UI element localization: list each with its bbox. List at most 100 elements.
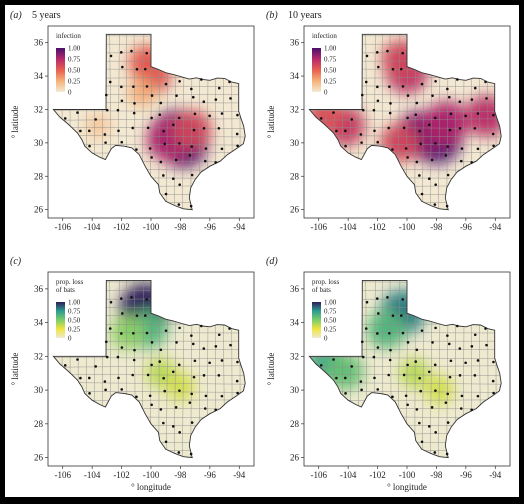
site-point	[420, 192, 424, 196]
site-point	[177, 451, 181, 454]
y-tick-label: 28	[290, 171, 300, 181]
legend-tick-label: 0.25	[68, 78, 81, 86]
site-point	[389, 348, 392, 352]
site-point	[192, 128, 196, 132]
y-tick-label: 32	[290, 104, 299, 114]
y-tick-label: 34	[34, 71, 44, 81]
panel-title: 5 years	[32, 10, 61, 21]
site-point	[189, 452, 193, 456]
site-point	[415, 160, 419, 164]
site-point	[420, 82, 424, 86]
site-point	[476, 394, 480, 398]
site-point	[87, 129, 91, 133]
x-tick-label: -104	[340, 470, 357, 480]
legend-tick-label: 0.50	[68, 317, 81, 325]
x-axis-label: ° longitude	[131, 482, 171, 492]
site-point	[178, 142, 181, 145]
site-point	[192, 375, 196, 379]
site-point	[406, 156, 409, 159]
site-point	[386, 296, 389, 299]
legend-tick-label: 1.00	[324, 45, 337, 53]
site-point	[208, 361, 211, 365]
site-point	[373, 129, 376, 133]
y-tick-label: 36	[34, 38, 44, 48]
site-point	[377, 65, 380, 69]
site-point	[344, 144, 347, 148]
site-point	[492, 144, 495, 148]
site-point	[335, 129, 338, 133]
site-point	[146, 126, 150, 130]
site-point	[148, 147, 152, 150]
site-point	[130, 296, 133, 299]
site-point	[434, 326, 437, 330]
site-point	[464, 114, 467, 118]
x-tick-label: -100	[399, 470, 416, 480]
site-point	[145, 51, 149, 55]
site-point	[217, 333, 221, 337]
legend-colorbar	[56, 48, 65, 92]
legend-tick-label: 0.75	[324, 308, 337, 316]
site-point	[208, 114, 211, 118]
site-point	[145, 85, 149, 88]
site-point	[148, 394, 152, 398]
site-point	[387, 373, 391, 377]
x-tick-label: -102	[113, 222, 130, 232]
site-point	[188, 401, 192, 404]
site-point	[214, 161, 217, 164]
site-point	[235, 379, 239, 383]
site-point	[447, 95, 451, 99]
site-point	[484, 80, 487, 84]
site-point	[376, 99, 380, 103]
site-points	[63, 296, 239, 456]
site-point	[177, 116, 181, 120]
site-point	[159, 348, 163, 352]
y-axis-label: ° latitude	[266, 106, 276, 139]
x-tick-label: -96	[204, 222, 216, 232]
site-point	[447, 342, 451, 346]
y-tick-label: 28	[34, 419, 44, 429]
y-tick-label: 32	[34, 351, 43, 361]
heat-core	[92, 120, 104, 132]
legend-title: of bats	[56, 286, 75, 294]
legend-tick-label: 0.25	[68, 326, 81, 334]
site-point	[132, 85, 135, 88]
site-point	[444, 154, 448, 157]
x-tick-label: -104	[84, 470, 101, 480]
legend-colorbar	[56, 302, 65, 338]
panels-group: -106 -104 -102 -100 -98 -96 -94 26 28 30 32 34 36 ° l…	[10, 10, 511, 492]
site-point	[460, 147, 464, 150]
site-point	[164, 329, 168, 332]
site-point	[94, 365, 98, 368]
site-point	[175, 94, 178, 98]
site-point	[236, 391, 239, 395]
site-point	[202, 126, 206, 130]
legend-colorbar	[312, 302, 321, 338]
site-point	[220, 112, 224, 115]
site-point	[360, 340, 364, 344]
site-point	[404, 394, 408, 398]
site-point	[162, 376, 165, 380]
y-tick-label: 28	[34, 171, 44, 181]
site-point	[350, 365, 354, 368]
site-point	[491, 379, 495, 383]
site-point	[458, 374, 462, 377]
site-point	[191, 95, 195, 99]
site-point	[203, 407, 207, 410]
x-tick-label: -100	[399, 222, 416, 232]
site-point	[104, 93, 108, 97]
site-point	[446, 334, 449, 337]
site-point	[434, 431, 437, 434]
site-point	[476, 112, 480, 115]
site-point	[391, 314, 395, 317]
legend-title: of bats	[312, 286, 331, 294]
legend: infection 1.00 0.75 0.50 0.25 0	[52, 30, 104, 102]
site-point	[132, 111, 136, 115]
site-point	[434, 389, 437, 392]
legend-tick-label: 0.75	[324, 56, 337, 64]
site-point	[427, 123, 431, 127]
y-tick-label: 30	[34, 385, 44, 395]
site-point	[418, 421, 421, 425]
site-point	[433, 363, 437, 367]
y-tick-label: 34	[290, 71, 300, 81]
site-point	[459, 407, 463, 410]
